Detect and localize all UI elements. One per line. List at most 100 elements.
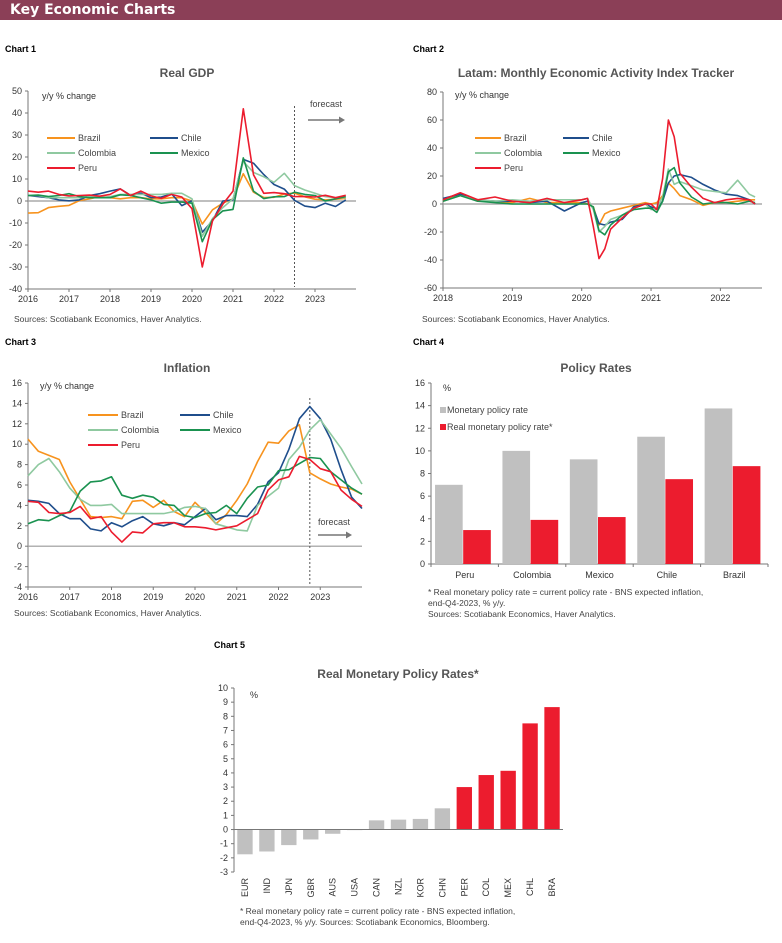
series-line-colombia [27,418,363,532]
bar-jpn [281,829,297,846]
y-tick-label: -40 [424,255,437,265]
y-tick-label: -1 [220,839,228,849]
y-tick-label: 12 [12,419,22,429]
y-tick-label: 60 [427,115,437,125]
legend-label-brazil: Brazil [504,133,527,143]
y-tick-label: -20 [9,240,22,250]
legend-label-peru: Peru [504,163,523,173]
chart-label: Chart 2 [413,44,444,54]
x-tick-label: 2022 [268,592,288,602]
legend-label-colombia: Colombia [121,425,159,435]
bar-chile-monetary-policy-rate [637,436,665,564]
chart-1: Chart 1 Real GDP y/y % change 50 40 30 20 10 0 -1… [5,44,356,324]
bar-chl [522,723,538,830]
chart-title: Policy Rates [560,361,632,375]
chart-label: Chart 3 [5,337,36,347]
series-line-peru [27,455,363,543]
legend-label-brazil: Brazil [78,133,101,143]
bar-colombia-monetary-policy-rate [502,450,531,564]
x-tick-label: CAN [372,878,382,897]
forecast-arrowhead-icon [339,116,345,124]
x-tick-label: IND [262,878,272,894]
x-tick-label: 2016 [18,592,38,602]
chart-source: Sources: Scotiabank Economics, Haver Ana… [14,314,202,324]
bar-mexico-real-monetary-policy-rate [597,517,626,564]
y-tick-label: 10 [415,446,425,456]
y-tick-label: 1 [223,810,228,820]
chart-title: Real GDP [160,66,215,80]
y-tick-label: -2 [220,853,228,863]
y-tick-label: -60 [424,283,437,293]
legend-label-monetary-policy-rate: Monetary policy rate [447,405,528,415]
y-tick-label: 7 [223,725,228,735]
bar-chile-real-monetary-policy-rate [665,479,694,564]
y-tick-label: 14 [12,398,22,408]
x-tick-label: NZL [394,878,404,895]
y-tick-label: 2 [223,796,228,806]
bar-kor [412,818,429,830]
y-tick-label: -20 [424,227,437,237]
x-tick-label: 2017 [60,592,80,602]
x-tick-label: GBR [306,878,316,898]
forecast-label: forecast [310,99,343,109]
chart-source: Sources: Scotiabank Economics, Haver Ana… [14,608,202,618]
chart-note: end-Q4-2023, % y/y. [428,598,505,608]
x-tick-label: COL [481,878,491,897]
x-tick-label: 2019 [502,293,522,303]
chart-title: Real Monetary Policy Rates* [317,667,479,681]
y-tick-label: 3 [223,782,228,792]
x-tick-label: 2021 [227,592,247,602]
y-tick-label: -2 [14,562,22,572]
x-tick-label: 2022 [710,293,730,303]
page-header: Key Economic Charts [0,0,782,20]
x-tick-label: CHL [525,878,535,896]
x-tick-label: 2016 [18,294,38,304]
x-tick-label: BRA [547,878,557,897]
y-tick-label: 5 [223,754,228,764]
legend-swatch-real-monetary-policy-rate [440,424,446,430]
chart-title: Latam: Monthly Economic Activity Index T… [458,66,735,80]
legend-label-chile: Chile [181,133,202,143]
x-tick-label: MEX [503,878,513,898]
legend: Brazil Chile Colombia Mexico Peru [88,410,242,450]
y-tick-label: 14 [415,401,425,411]
bar-chn [434,808,451,830]
y-tick-label: 12 [415,423,425,433]
bar-eur [237,829,253,855]
bar-peru-real-monetary-policy-rate [463,530,491,564]
legend-label-mexico: Mexico [592,148,621,158]
series-line-peru [442,119,756,260]
bar-colombia-real-monetary-policy-rate [530,519,559,564]
legend-label-brazil: Brazil [121,410,144,420]
legend-label-colombia: Colombia [78,148,116,158]
legend-label-chile: Chile [213,410,234,420]
x-tick-label: 2020 [572,293,592,303]
y-tick-label: -4 [14,582,22,592]
legend-label-peru: Peru [121,440,140,450]
x-tick-label: JPN [284,878,294,895]
x-tick-label: Colombia [513,570,551,580]
legend-label-peru: Peru [78,163,97,173]
series-line-mexico [27,456,363,525]
y-tick-label: -30 [9,262,22,272]
bar-brazil-monetary-policy-rate [704,408,733,564]
forecast-arrowhead-icon [346,531,352,539]
chart-4: Chart 4 Policy Rates% 16 14 12 10 8 6 4 2 0 Peru Col… [413,337,769,619]
y-tick-label: 0 [420,559,425,569]
bar-col [478,775,494,830]
x-tick-label: 2021 [223,294,243,304]
x-tick-label: 2020 [182,294,202,304]
x-tick-label: Mexico [585,570,614,580]
chart-source: Sources: Scotiabank Economics, Haver Ana… [422,314,610,324]
y-axis-label: y/y % change [455,90,509,100]
x-tick-label: 2022 [264,294,284,304]
bar-mex [500,770,516,830]
x-tick-label: Chile [657,570,678,580]
bar-brazil-real-monetary-policy-rate [732,466,761,564]
y-axis-label: y/y % change [42,91,96,101]
x-tick-label: USA [350,878,360,897]
y-tick-label: 6 [17,480,22,490]
y-tick-label: 8 [420,469,425,479]
